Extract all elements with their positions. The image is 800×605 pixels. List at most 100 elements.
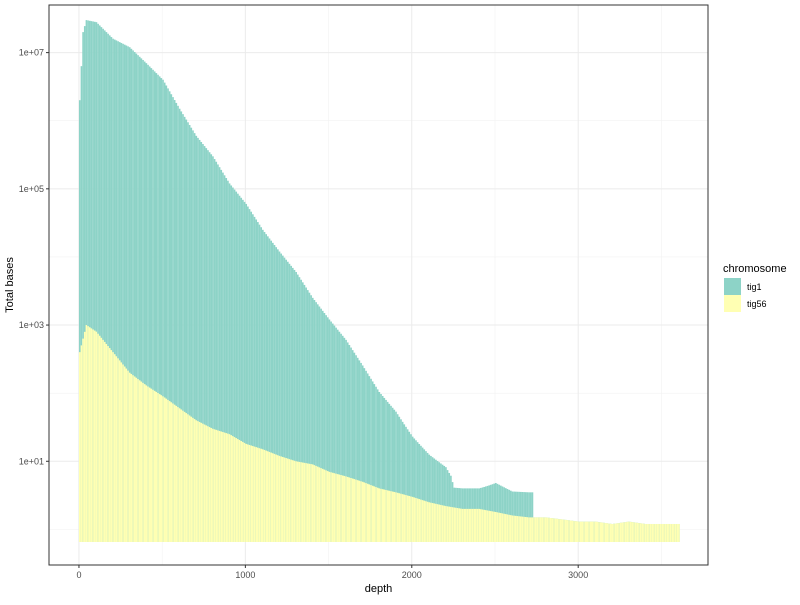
bar-tig56 xyxy=(232,436,234,542)
bar-tig1 xyxy=(97,23,99,543)
bar-tig1 xyxy=(280,253,282,543)
bar-tig56 xyxy=(351,478,354,542)
bar-tig56 xyxy=(103,341,106,542)
bar-tig56 xyxy=(338,474,341,542)
bar-tig56 xyxy=(519,516,522,542)
bar-tig56 xyxy=(396,492,399,542)
bar-tig1 xyxy=(356,357,359,542)
bar-tig1 xyxy=(430,455,432,542)
bar-tig56 xyxy=(633,522,635,542)
bar-tig56 xyxy=(463,508,466,542)
bar-tig1 xyxy=(120,42,123,542)
bar-tig1 xyxy=(445,467,447,542)
legend-items: tig1 tig56 xyxy=(724,278,767,312)
bar-tig56 xyxy=(252,446,254,542)
bar-tig1 xyxy=(127,46,129,543)
bar-tig1 xyxy=(188,124,191,543)
bar-tig1 xyxy=(213,159,216,542)
bar-tig56 xyxy=(303,462,306,542)
bar-tig56 xyxy=(568,520,570,542)
bar-tig1 xyxy=(185,119,188,543)
bar-tig1 xyxy=(198,139,201,542)
bar-tig56 xyxy=(361,481,364,542)
bar-tig56 xyxy=(157,393,159,542)
bar-tig56 xyxy=(591,521,594,542)
bar-tig56 xyxy=(290,459,292,542)
bar-tig1 xyxy=(175,102,178,543)
bar-tig56 xyxy=(78,352,81,542)
bar-tig56 xyxy=(306,463,309,542)
bar-tig56 xyxy=(553,518,555,542)
bar-tig56 xyxy=(648,523,650,542)
bar-tig1 xyxy=(393,409,396,542)
bar-tig56 xyxy=(237,439,239,542)
bar-tig56 xyxy=(441,505,444,542)
bar-tig1 xyxy=(237,193,239,542)
bar-tig56 xyxy=(223,432,226,542)
bar-tig1 xyxy=(123,44,126,543)
bar-tig1 xyxy=(410,434,412,542)
bar-tig1 xyxy=(205,148,208,543)
bar-tig1 xyxy=(420,445,422,542)
bar-tig56 xyxy=(308,463,311,542)
bar-tig1 xyxy=(117,41,119,543)
bar-tig1 xyxy=(313,300,316,542)
bar-tig1 xyxy=(360,362,362,542)
bar-tig56 xyxy=(425,501,427,542)
bar-tig1 xyxy=(133,51,136,542)
bar-tig56 xyxy=(240,440,243,542)
bar-tig1 xyxy=(340,333,342,542)
x-tick-label: 1000 xyxy=(235,570,255,580)
bar-tig56 xyxy=(207,426,209,542)
bar-tig1 xyxy=(421,447,424,542)
bar-tig56 xyxy=(298,461,301,542)
bar-tig1 xyxy=(267,236,269,542)
bar-tig56 xyxy=(373,486,376,542)
bar-tig56 xyxy=(606,523,609,542)
bar-tig1 xyxy=(257,222,259,542)
bar-tig1 xyxy=(207,150,209,542)
bar-tig56 xyxy=(360,481,362,542)
bar-tig1 xyxy=(425,451,427,542)
x-tick-label: 0 xyxy=(76,570,81,580)
bar-tig1 xyxy=(92,21,94,543)
bar-tig1 xyxy=(225,178,228,542)
bar-tig56 xyxy=(406,495,409,542)
bar-tig56 xyxy=(416,498,419,542)
bar-tig1 xyxy=(243,201,246,542)
bar-tig56 xyxy=(408,495,411,542)
bar-tig56 xyxy=(410,496,412,542)
bar-tig1 xyxy=(323,312,326,542)
bar-tig56 xyxy=(435,503,437,542)
bar-tig1 xyxy=(110,37,113,543)
bar-tig1 xyxy=(333,325,336,542)
bar-tig56 xyxy=(278,455,281,542)
bar-tig56 xyxy=(518,516,520,542)
bar-tig56 xyxy=(594,521,597,542)
bar-tig1 xyxy=(128,47,131,543)
bar-tig56 xyxy=(569,520,572,542)
bar-tig56 xyxy=(280,456,282,542)
bar-tig1 xyxy=(150,68,153,542)
bar-tig56 xyxy=(559,519,562,542)
bar-tig56 xyxy=(150,388,153,542)
bar-tig1 xyxy=(285,259,287,542)
bar-tig1 xyxy=(306,290,309,542)
bar-tig56 xyxy=(202,423,204,542)
bar-tig1 xyxy=(311,297,314,542)
bar-tig1 xyxy=(173,100,176,542)
bar-tig56 xyxy=(355,479,357,542)
bar-tig1 xyxy=(348,345,351,542)
bar-tig1 xyxy=(528,492,530,542)
bar-tig56 xyxy=(187,414,189,542)
bar-tig1 xyxy=(441,464,444,542)
bar-tig56 xyxy=(333,473,336,542)
bar-tig1 xyxy=(270,240,272,542)
bar-tig56 xyxy=(323,469,326,542)
bar-tig1 xyxy=(233,189,236,542)
bar-tig1 xyxy=(222,172,224,542)
bar-tig56 xyxy=(257,447,259,542)
bar-tig56 xyxy=(536,517,539,542)
bar-tig56 xyxy=(358,480,361,542)
bar-tig56 xyxy=(554,518,557,542)
